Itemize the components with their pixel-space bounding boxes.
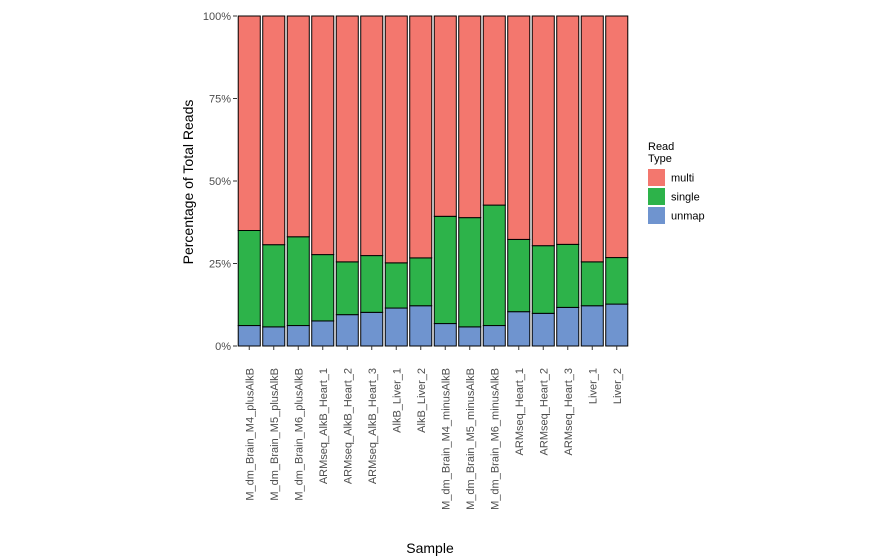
bar-segment-single — [286, 236, 310, 327]
bar-segment-multi — [605, 15, 629, 259]
bar-segment-unmap — [237, 325, 261, 347]
bar-segment-unmap — [409, 305, 433, 347]
x-tick-label: AlkB_Liver_2 — [416, 368, 428, 433]
y-axis: 0% 25% 50% 75% 100% — [203, 11, 237, 353]
bar-segment-unmap — [286, 325, 310, 347]
bar-segment-unmap — [507, 311, 531, 347]
bar-segment-unmap — [433, 323, 457, 347]
x-tick-label: M_dm_Brain_M4_minusAlkB — [440, 368, 452, 510]
x-tick-label: M_dm_Brain_M5_minusAlkB — [465, 368, 477, 510]
bar-segment-multi — [580, 15, 604, 263]
x-tick-label: M_dm_Brain_M4_plusAlkB — [244, 368, 256, 501]
bar-segment-unmap — [262, 326, 286, 347]
legend-key-multi — [648, 169, 665, 186]
x-tick-label: ARMseq_Heart_1 — [514, 368, 526, 455]
legend-label-single: single — [671, 192, 700, 204]
x-tick-label: Liver_1 — [587, 368, 599, 404]
bar-segment-multi — [409, 15, 433, 259]
legend-title: Type — [648, 153, 672, 165]
bar-segment-unmap — [482, 325, 506, 347]
bar-segment-single — [433, 215, 457, 325]
bar-segment-multi — [458, 15, 482, 219]
bar-segment-unmap — [335, 314, 359, 347]
bar-segment-multi — [237, 15, 261, 231]
bar-segment-single — [507, 238, 531, 313]
bar-segment-single — [360, 255, 384, 313]
bar-segment-unmap — [580, 305, 604, 347]
bar-segment-multi — [482, 15, 506, 206]
x-tick-label: ARMseq_AlkB_Heart_2 — [342, 368, 354, 484]
bar-segment-unmap — [531, 312, 555, 347]
bar-segment-unmap — [605, 303, 629, 347]
x-tick-label: ARMseq_Heart_2 — [538, 368, 550, 455]
bar-segment-multi — [531, 15, 555, 247]
x-tick-label: ARMseq_Heart_3 — [563, 368, 575, 455]
bar-segment-multi — [360, 15, 384, 257]
plot-area — [237, 15, 629, 347]
x-tick-label: M_dm_Brain_M6_minusAlkB — [489, 368, 501, 510]
x-axis: M_dm_Brain_M4_plusAlkB M_dm_Brain_M5_plus… — [244, 346, 624, 510]
y-axis-title: Percentage of Total Reads — [180, 100, 196, 265]
x-tick-label: M_dm_Brain_M5_plusAlkB — [269, 368, 281, 501]
y-tick-label: 0% — [215, 341, 231, 353]
y-tick-label: 75% — [209, 94, 231, 106]
legend-key-single — [648, 188, 665, 205]
x-tick-label: AlkB_Liver_1 — [391, 368, 403, 433]
y-tick-label: 100% — [203, 11, 231, 23]
bar-segment-single — [262, 244, 286, 328]
bar-segment-single — [384, 262, 408, 309]
bar-segment-single — [580, 261, 604, 307]
bar-segment-multi — [384, 15, 408, 264]
bar-segment-unmap — [360, 311, 384, 347]
bar-segment-unmap — [458, 326, 482, 347]
bar-segment-unmap — [311, 320, 335, 347]
x-axis-title: Sample — [406, 540, 454, 556]
bar-segment-single — [409, 257, 433, 307]
bar-segment-multi — [262, 15, 286, 246]
bar-segment-single — [311, 254, 335, 322]
bar-segment-single — [556, 243, 580, 308]
y-tick-label: 25% — [209, 259, 231, 271]
legend-label-unmap: unmap — [671, 211, 705, 223]
legend-key-unmap — [648, 207, 665, 224]
x-tick-label: ARMseq_AlkB_Heart_3 — [367, 368, 379, 484]
bar-segment-single — [335, 261, 359, 316]
bar-segment-multi — [335, 15, 359, 263]
bar-segment-multi — [433, 15, 457, 217]
bar-segment-single — [458, 217, 482, 328]
bar-segment-single — [237, 230, 261, 327]
x-tick-label: ARMseq_AlkB_Heart_1 — [318, 368, 330, 484]
bar-segment-unmap — [556, 306, 580, 347]
bar-segment-unmap — [384, 307, 408, 347]
bar-segment-multi — [507, 15, 531, 240]
x-tick-label: M_dm_Brain_M6_plusAlkB — [293, 368, 305, 501]
bar-segment-multi — [311, 15, 335, 256]
bar-segment-single — [605, 257, 629, 305]
bar-segment-multi — [556, 15, 580, 245]
legend-label-multi: multi — [671, 173, 694, 185]
bar-segment-single — [531, 245, 555, 314]
bar-segment-multi — [286, 15, 310, 238]
bar-segment-single — [482, 204, 506, 327]
legend-title: Read — [648, 141, 674, 153]
y-tick-label: 50% — [209, 176, 231, 188]
x-tick-label: Liver_2 — [612, 368, 624, 404]
